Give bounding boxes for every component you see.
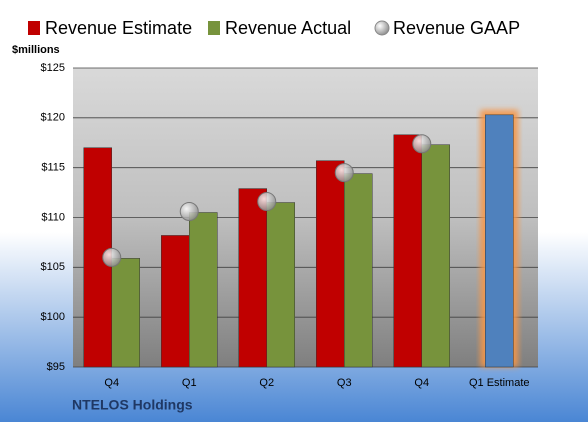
bar	[344, 173, 373, 368]
y-tick-label: $95	[47, 361, 65, 373]
bar	[189, 212, 218, 368]
y-tick-label: $115	[41, 162, 65, 174]
x-tick-label: Q4	[414, 377, 429, 389]
gaap-marker	[412, 134, 432, 154]
x-tick-label: Q1 Estimate	[469, 377, 530, 389]
legend-label: Revenue Estimate	[45, 18, 192, 38]
y-tick-label: $110	[41, 211, 65, 223]
bar	[238, 188, 267, 368]
bar	[421, 144, 450, 368]
legend-marker	[208, 21, 220, 35]
x-tick-label: Q2	[259, 377, 274, 389]
bar	[316, 160, 345, 368]
legend-label: Revenue GAAP	[393, 18, 520, 38]
legend-marker	[28, 21, 40, 35]
y-tick-label: $120	[41, 112, 65, 124]
legend-label: Revenue Actual	[225, 18, 351, 38]
footer: NTELOS Holdings	[72, 397, 193, 413]
y-tick-label: $100	[41, 311, 65, 323]
bar	[111, 258, 140, 368]
bar	[485, 114, 514, 368]
y-tick-label: $125	[41, 62, 65, 74]
bar	[266, 202, 295, 368]
bar	[161, 235, 190, 368]
x-tick-label: Q4	[104, 377, 119, 389]
y-tick-label: $105	[41, 261, 65, 273]
x-tick-label: Q1	[182, 377, 197, 389]
legend-marker	[374, 20, 390, 36]
gaap-marker	[257, 192, 277, 212]
gaap-marker	[334, 163, 354, 183]
gaap-marker	[179, 202, 199, 222]
x-tick-label: Q3	[337, 377, 352, 389]
bar	[393, 134, 422, 368]
gaap-marker	[102, 247, 122, 267]
y-axis-label: $millions	[12, 44, 60, 56]
